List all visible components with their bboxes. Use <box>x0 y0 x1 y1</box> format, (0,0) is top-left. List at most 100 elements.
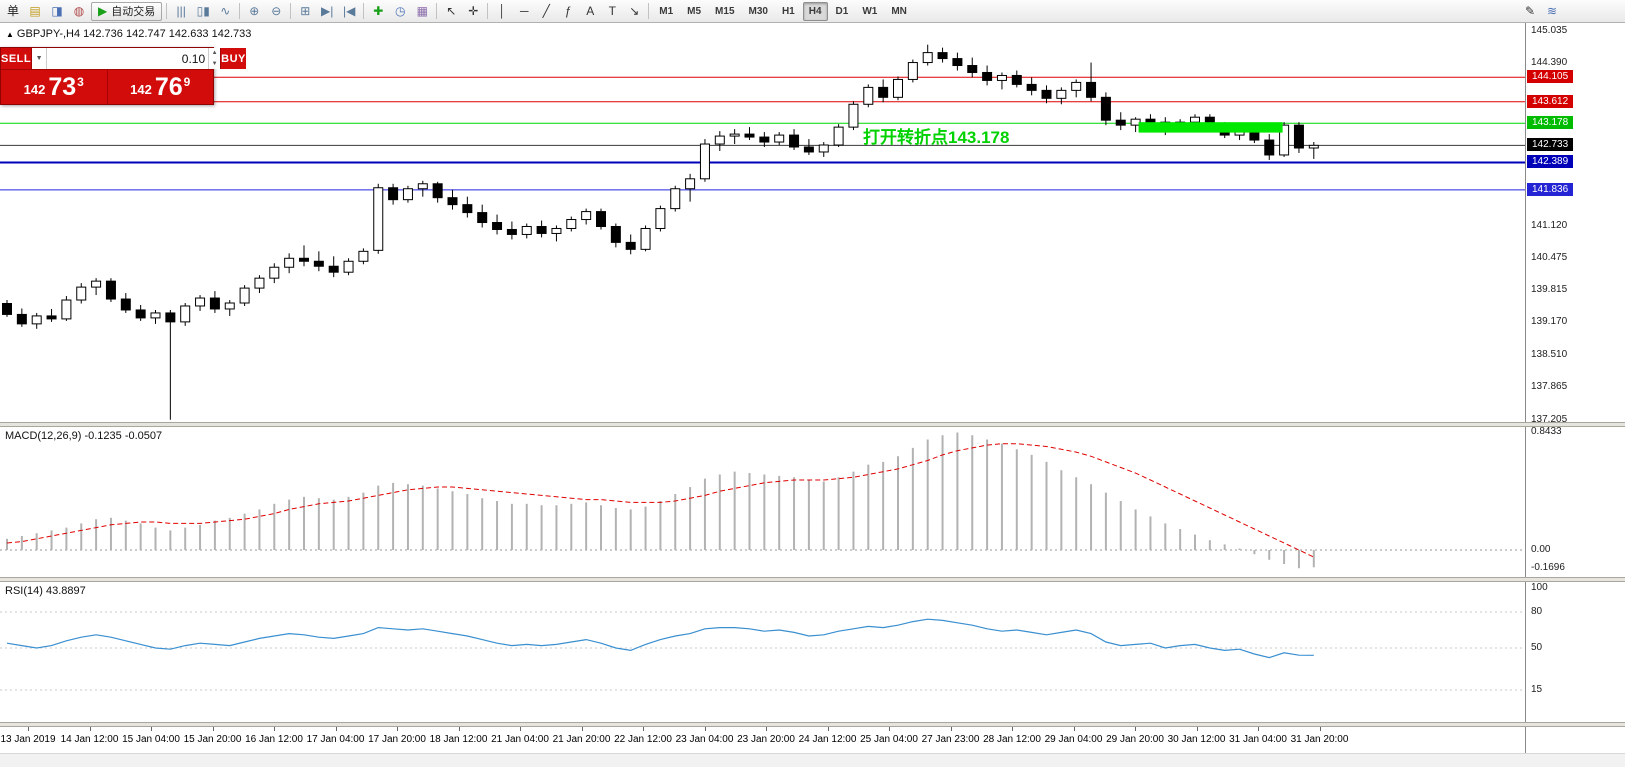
text-label-button[interactable]: T <box>602 2 622 21</box>
profiles-button[interactable]: ◨ <box>47 2 67 21</box>
volume-input[interactable] <box>47 48 209 69</box>
auto-trading-label: 自动交易 <box>111 6 156 18</box>
quotes-button[interactable]: ≋ <box>1542 2 1562 21</box>
candle <box>536 220 547 238</box>
candle <box>685 173 696 202</box>
price-badge: 143.178 <box>1527 116 1573 130</box>
candle <box>180 303 191 326</box>
profiles-icon: ◨ <box>51 4 63 18</box>
vertical-line-button[interactable]: │ <box>492 2 512 21</box>
timeframe-d1-button[interactable]: D1 <box>835 5 849 17</box>
time-axis-tick <box>397 727 398 731</box>
candle <box>16 308 27 327</box>
candle <box>343 258 354 276</box>
indicators-icon: ✚ <box>373 4 384 18</box>
symbol-marker-icon: ▲ <box>6 30 14 39</box>
candlestick-chart-button[interactable]: ▯▮ <box>193 2 213 21</box>
indicators-button[interactable]: ✚ <box>368 2 388 21</box>
templates-button[interactable]: ▦ <box>412 2 432 21</box>
tile-windows-button[interactable]: ⊞ <box>295 2 315 21</box>
timeframe-w1-button[interactable]: W1 <box>862 5 878 17</box>
price-scale: 145.035 144.390 141.120 140.475 139.815 139.1… <box>1525 23 1625 425</box>
zoom-in-button[interactable]: ⊕ <box>244 2 264 21</box>
candle <box>1011 70 1022 88</box>
timeframe-h4-button[interactable]: H4 <box>802 1 828 21</box>
turning-point-annotation[interactable]: 打开转折点143.178 <box>863 128 1010 147</box>
spin-down-icon[interactable]: ▼ <box>211 60 218 67</box>
trendline-button[interactable]: ╱ <box>536 2 556 21</box>
candle <box>878 79 889 103</box>
candle <box>209 291 220 313</box>
candle <box>313 251 324 272</box>
candle <box>596 208 606 230</box>
crosshair-button[interactable]: ✛ <box>463 2 483 21</box>
volume-spinner[interactable]: ▲ ▼ <box>208 48 220 69</box>
panel-splitter[interactable] <box>0 577 1625 582</box>
new-order-button[interactable]: 单 <box>3 2 23 21</box>
main-chart-canvas[interactable] <box>0 23 1525 422</box>
macd-canvas[interactable] <box>0 427 1525 577</box>
charts-button[interactable]: ▤ <box>25 2 45 21</box>
bar-chart-button[interactable]: ||| <box>171 2 191 21</box>
cursor-button[interactable]: ↖ <box>441 2 461 21</box>
time-axis-label: 21 Jan 04:00 <box>491 734 549 745</box>
text-icon: A <box>586 4 595 18</box>
periods-button[interactable]: ◷ <box>390 2 410 21</box>
macd-scale-tick: 0.8433 <box>1531 426 1562 438</box>
text-button[interactable]: A <box>580 2 600 21</box>
candle <box>195 295 206 311</box>
macd-scale-tick: -0.1696 <box>1531 562 1565 573</box>
volume-dropdown-icon[interactable]: ▼ <box>32 48 48 69</box>
text-label-icon: T <box>608 4 616 18</box>
time-axis-tick <box>151 727 152 731</box>
chart-title-text: GBPJPY-,H4 142.736 142.747 142.633 142.7… <box>16 28 252 40</box>
candle <box>670 185 681 212</box>
candle <box>566 216 577 232</box>
sell-price-pipette: 3 <box>77 75 84 89</box>
rsi-canvas[interactable] <box>0 582 1525 722</box>
candle <box>744 127 755 141</box>
toolbar-separator <box>436 3 438 19</box>
panel-splitter[interactable] <box>0 422 1625 427</box>
edit-button[interactable]: ✎ <box>1520 2 1540 21</box>
arrows-button[interactable]: ↘ <box>624 2 644 21</box>
candle <box>31 312 42 329</box>
candle <box>105 278 116 303</box>
candle <box>150 309 161 324</box>
candle <box>447 189 458 210</box>
chart-shift-button[interactable]: |◀ <box>339 2 359 21</box>
time-axis-tick <box>1258 727 1259 731</box>
sell-button[interactable]: SELL <box>1 48 32 69</box>
spin-up-icon[interactable]: ▲ <box>211 50 218 57</box>
time-axis-label: 15 Jan 20:00 <box>183 734 242 745</box>
candle <box>759 132 770 148</box>
window-bottom <box>0 753 1625 767</box>
sell-price-button[interactable]: 142 73 3 <box>1 70 107 104</box>
horizontal-line-button[interactable]: ─ <box>514 2 534 21</box>
timeframe-m30-button[interactable]: M30 <box>748 5 768 17</box>
data-window-button[interactable]: ◍ <box>69 2 89 21</box>
line-chart-button[interactable]: ∿ <box>215 2 235 21</box>
timeframe-m5-button[interactable]: M5 <box>687 5 702 17</box>
auto-scroll-button[interactable]: ▶| <box>317 2 337 21</box>
trade-panel-prices: 142 73 3 142 76 9 <box>1 70 213 104</box>
timeframe-mn-button[interactable]: MN <box>891 5 907 17</box>
buy-button[interactable]: BUY <box>221 48 246 69</box>
timeframe-m15-button[interactable]: M15 <box>715 5 735 17</box>
line-chart-icon: ∿ <box>220 4 231 18</box>
turning-point-zone[interactable] <box>1138 122 1283 133</box>
candle <box>893 76 903 101</box>
timeframe-m1-button[interactable]: M1 <box>659 5 674 17</box>
zoom-out-button[interactable]: ⊖ <box>266 2 286 21</box>
one-click-trading-panel: SELL ▼ ▲▼ BUY 142 73 3 142 76 9 <box>0 47 246 105</box>
time-axis-label: 22 Jan 12:00 <box>614 734 672 745</box>
time-axis-tick <box>212 727 214 731</box>
timeframe-h1-button[interactable]: H1 <box>781 5 795 17</box>
auto-trading-button[interactable]: ▶ 自动交易 <box>91 1 163 21</box>
candle <box>521 223 532 239</box>
candle <box>76 283 87 304</box>
toolbar-separator <box>166 3 168 19</box>
panel-splitter[interactable] <box>0 722 1625 727</box>
fibonacci-button[interactable]: ƒ <box>558 2 578 21</box>
buy-price-button[interactable]: 142 76 9 <box>108 70 214 104</box>
